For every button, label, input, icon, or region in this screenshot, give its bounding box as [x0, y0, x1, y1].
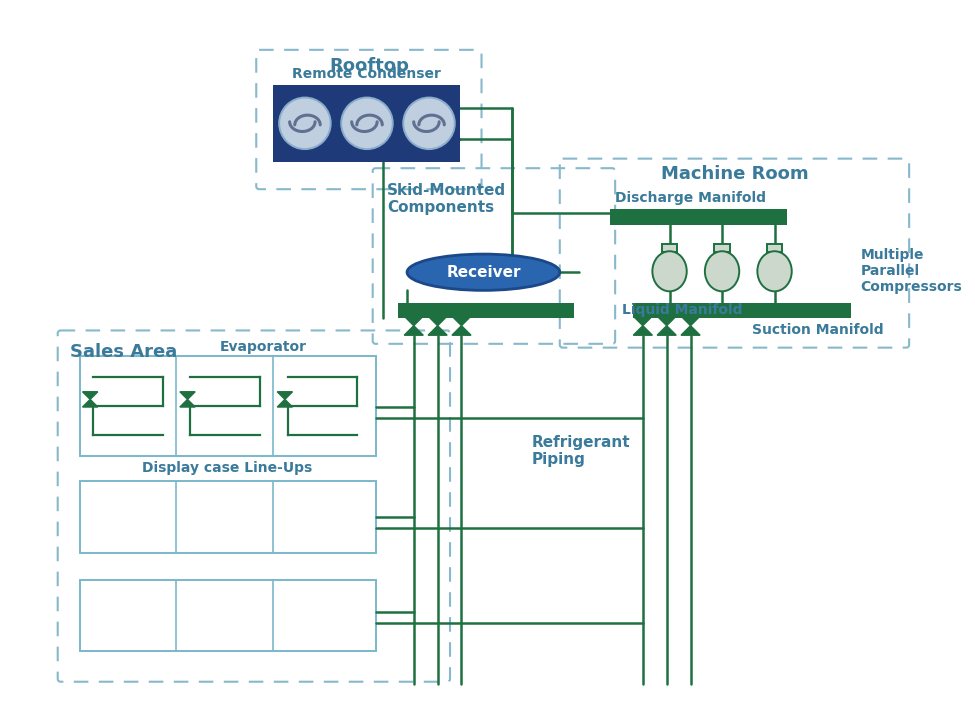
Polygon shape — [83, 392, 98, 399]
Circle shape — [341, 97, 393, 149]
Polygon shape — [657, 326, 677, 335]
Polygon shape — [83, 399, 98, 407]
Polygon shape — [634, 326, 652, 335]
Polygon shape — [452, 326, 471, 335]
Text: Sales Area: Sales Area — [70, 343, 177, 361]
Text: Evaporator: Evaporator — [219, 340, 306, 355]
Text: Remote Condenser: Remote Condenser — [292, 67, 441, 82]
Polygon shape — [634, 316, 652, 326]
Polygon shape — [405, 316, 423, 326]
Text: Machine Room: Machine Room — [661, 165, 808, 183]
Text: Multiple
Parallel
Compressors: Multiple Parallel Compressors — [861, 248, 962, 295]
Bar — [634, 303, 851, 318]
Polygon shape — [452, 316, 471, 326]
Text: Rooftop: Rooftop — [329, 56, 409, 74]
Text: Suction Manifold: Suction Manifold — [752, 323, 883, 337]
Bar — [715, 243, 729, 252]
Text: Liquid Manifold: Liquid Manifold — [622, 303, 742, 318]
Polygon shape — [179, 392, 195, 399]
Bar — [80, 356, 375, 456]
Text: Receiver: Receiver — [447, 265, 521, 279]
Bar — [610, 209, 787, 225]
Ellipse shape — [758, 251, 792, 291]
Bar — [273, 85, 459, 162]
Text: Refrigerant
Piping: Refrigerant Piping — [531, 435, 630, 467]
Ellipse shape — [407, 254, 560, 290]
Text: Skid-Mounted
Components: Skid-Mounted Components — [387, 183, 506, 215]
Bar — [80, 580, 375, 651]
Ellipse shape — [705, 251, 739, 291]
Bar — [80, 482, 375, 553]
Bar — [767, 243, 782, 252]
Ellipse shape — [652, 251, 686, 291]
Polygon shape — [657, 316, 677, 326]
Polygon shape — [179, 399, 195, 407]
Polygon shape — [681, 316, 700, 326]
Polygon shape — [428, 326, 448, 335]
Text: Display case Line-Ups: Display case Line-Ups — [142, 461, 313, 475]
Polygon shape — [277, 392, 292, 399]
Polygon shape — [681, 326, 700, 335]
Polygon shape — [277, 399, 292, 407]
Text: Discharge Manifold: Discharge Manifold — [615, 191, 766, 206]
Circle shape — [404, 97, 454, 149]
Bar — [662, 243, 678, 252]
Bar — [398, 303, 574, 318]
Circle shape — [279, 97, 331, 149]
Polygon shape — [405, 326, 423, 335]
Polygon shape — [428, 316, 448, 326]
